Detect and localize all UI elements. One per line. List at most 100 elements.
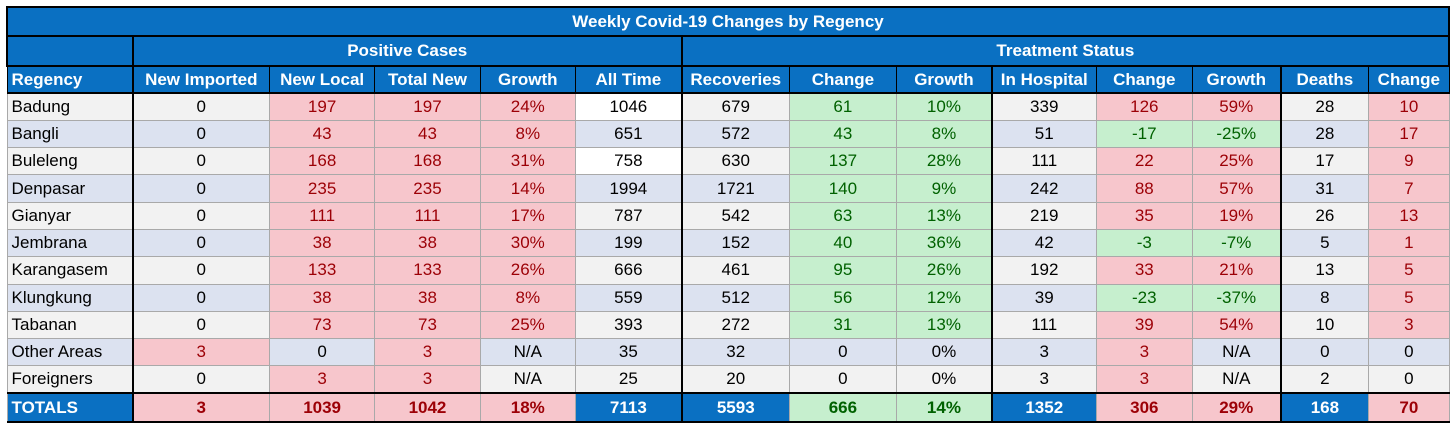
cell-growth: 17%	[479, 201, 576, 230]
total-hospital-change: 306	[1095, 392, 1193, 424]
cell-all-time: 758	[574, 147, 683, 176]
total-in-hospital: 1352	[990, 392, 1097, 424]
total-deaths-change: 70	[1368, 392, 1450, 424]
total-growth: 18%	[479, 392, 576, 424]
cell-recoveries-change: 0	[788, 338, 898, 367]
cell-hospital-growth: 21%	[1191, 256, 1282, 285]
cell-new-imported: 0	[132, 228, 270, 258]
column-header-growth: Growth	[479, 66, 576, 94]
cell-total-new: 111	[374, 201, 481, 230]
column-header-new-imported: New Imported	[131, 66, 270, 94]
cell-hospital-change: -23	[1095, 283, 1193, 312]
cell-deaths-change: 17	[1368, 119, 1450, 149]
total-recoveries: 5593	[680, 392, 790, 424]
cell-growth: 8%	[479, 283, 576, 312]
cell-new-local: 38	[268, 283, 376, 312]
cell-deaths: 2	[1279, 365, 1370, 394]
cell-total-new: 38	[374, 283, 481, 312]
cell-all-time: 199	[574, 228, 683, 258]
cell-recoveries-change: 140	[788, 174, 898, 203]
cell-new-local: 197	[268, 92, 376, 121]
cell-new-imported: 3	[132, 338, 270, 367]
cell-new-imported: 0	[132, 256, 270, 285]
cell-new-local: 168	[268, 147, 376, 176]
cell-all-time: 787	[574, 201, 683, 230]
cell-new-local: 73	[268, 310, 376, 340]
cell-new-local: 38	[268, 228, 376, 258]
cell-total-new: 3	[374, 338, 481, 367]
total-all-time: 7113	[574, 392, 683, 424]
cell-recoveries: 630	[680, 147, 790, 176]
cell-new-imported: 0	[132, 201, 270, 230]
cell-deaths: 26	[1279, 201, 1370, 230]
cell-recoveries-change: 137	[788, 147, 898, 176]
cell-in-hospital: 3	[990, 365, 1097, 394]
cell-in-hospital: 39	[990, 283, 1097, 312]
cell-hospital-growth: N/A	[1191, 338, 1282, 367]
cell-hospital-change: 33	[1095, 256, 1193, 285]
cell-in-hospital: 51	[990, 119, 1097, 149]
totals-row: TOTALS 3 1039 1042 18% 7113 5593 666 14% 1352 306 2…	[6, 392, 1450, 424]
table-row: Gianyar 0 111 111 17% 787 542 63 13% 219 35 19% 26 13	[6, 201, 1450, 230]
cell-recoveries: 679	[680, 92, 790, 121]
cell-recoveries-growth: 10%	[896, 92, 993, 121]
table-row: Foreigners 0 3 3 N/A 25 20 0 0% 3 3 N/A 2 0	[6, 365, 1450, 394]
cell-growth: 30%	[479, 228, 576, 258]
cell-total-new: 38	[374, 228, 481, 258]
group-header-blank	[6, 35, 134, 67]
cell-in-hospital: 339	[990, 92, 1097, 121]
cell-new-imported: 0	[132, 283, 270, 312]
cell-all-time: 393	[574, 310, 683, 340]
cell-growth: 31%	[479, 147, 576, 176]
cell-deaths-change: 0	[1368, 338, 1450, 367]
cell-hospital-growth: 19%	[1191, 201, 1282, 230]
column-header-recoveries: Recoveries	[680, 66, 790, 94]
cell-recoveries: 272	[680, 310, 790, 340]
cell-recoveries-change: 0	[788, 365, 898, 394]
cell-hospital-growth: 54%	[1191, 310, 1282, 340]
cell-total-new: 197	[374, 92, 481, 121]
cell-recoveries: 572	[680, 119, 790, 149]
cell-in-hospital: 192	[990, 256, 1097, 285]
cell-hospital-growth: -37%	[1191, 283, 1282, 312]
cell-deaths-change: 7	[1368, 174, 1450, 203]
cell-deaths: 28	[1279, 92, 1370, 121]
cell-regency: Tabanan	[6, 310, 134, 340]
column-header-new-local: New Local	[268, 66, 376, 94]
cell-new-local: 43	[268, 119, 376, 149]
cell-recoveries: 542	[680, 201, 790, 230]
total-deaths: 168	[1279, 392, 1370, 424]
cell-deaths: 5	[1279, 228, 1370, 258]
cell-hospital-growth: 57%	[1191, 174, 1282, 203]
cell-deaths-change: 1	[1368, 228, 1450, 258]
cell-growth: 24%	[479, 92, 576, 121]
group-header-positive-cases: Positive Cases	[131, 35, 683, 67]
cell-regency: Bangli	[6, 119, 134, 149]
cell-hospital-change: 88	[1095, 174, 1193, 203]
cell-all-time: 25	[574, 365, 683, 394]
cell-all-time: 651	[574, 119, 683, 149]
cell-growth: 8%	[479, 119, 576, 149]
cell-recoveries-growth: 26%	[896, 256, 993, 285]
cell-growth: N/A	[479, 338, 576, 367]
cell-recoveries-change: 31	[788, 310, 898, 340]
cell-in-hospital: 111	[990, 147, 1097, 176]
column-header-regency: Regency	[6, 66, 134, 94]
cell-new-imported: 0	[132, 365, 270, 394]
column-header-recoveries-growth: Growth	[896, 66, 993, 94]
table-row: Klungkung 0 38 38 8% 559 512 56 12% 39 -23 -37% 8 5	[6, 283, 1450, 312]
cell-growth: 14%	[479, 174, 576, 203]
cell-all-time: 559	[574, 283, 683, 312]
cell-deaths: 0	[1279, 338, 1370, 367]
cell-growth: 26%	[479, 256, 576, 285]
table-row: Bangli 0 43 43 8% 651 572 43 8% 51 -17 -25% 28 17	[6, 119, 1450, 149]
cell-new-imported: 0	[132, 119, 270, 149]
table-row: Tabanan 0 73 73 25% 393 272 31 13% 111 39 54% 10 3	[6, 310, 1450, 340]
cell-new-local: 0	[268, 338, 376, 367]
total-total-new: 1042	[374, 392, 481, 424]
cell-all-time: 1046	[574, 92, 683, 121]
cell-recoveries-change: 95	[788, 256, 898, 285]
cell-growth: N/A	[479, 365, 576, 394]
cell-regency: Foreigners	[6, 365, 134, 394]
cell-recoveries: 512	[680, 283, 790, 312]
